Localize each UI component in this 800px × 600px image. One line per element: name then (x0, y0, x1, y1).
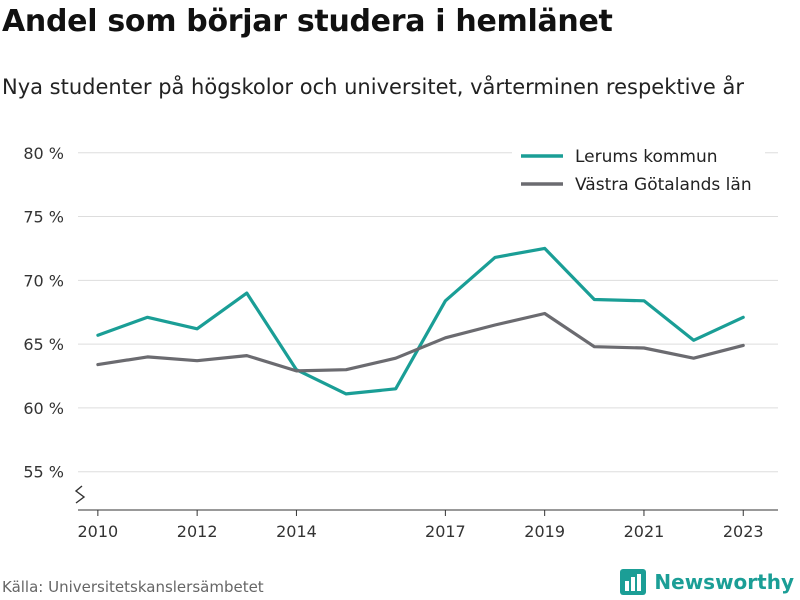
axis-break-mark (74, 485, 86, 504)
legend-label: Lerums kommun (575, 147, 718, 167)
chart-title: Andel som börjar studera i hemlänet (2, 4, 613, 39)
legend-label: Västra Götalands län (575, 175, 752, 195)
y-tick-label: 55 % (23, 463, 64, 482)
x-tick-label: 2019 (524, 522, 565, 541)
brand-name: Newsworthy (654, 570, 794, 594)
brand-logo: Newsworthy (620, 569, 794, 595)
x-tick-label: 2012 (177, 522, 218, 541)
y-tick-label: 80 % (23, 144, 64, 163)
x-tick-label: 2010 (77, 522, 118, 541)
x-tick-label: 2014 (276, 522, 317, 541)
y-tick-label: 60 % (23, 399, 64, 418)
source-note: Källa: Universitetskanslersämbetet (2, 578, 264, 596)
legend-box (512, 143, 765, 199)
y-tick-label: 75 % (23, 208, 64, 227)
gridlines (78, 152, 778, 473)
y-tick-label: 65 % (23, 335, 64, 354)
chart-subtitle: Nya studenter på högskolor och universit… (2, 75, 744, 99)
x-tick-label: 2021 (624, 522, 665, 541)
series-line-lerum (96, 246, 745, 396)
x-tick-label: 2017 (425, 522, 466, 541)
axes: 55 % 60 % 65 % 70 % 75 % 80 % 2010 2012 2014 2017… (23, 144, 778, 541)
series-line-vastra-gotaland (96, 311, 745, 373)
series-lines (96, 246, 745, 396)
x-tick-label: 2023 (723, 522, 764, 541)
legend: Lerums kommun Västra Götalands län (512, 143, 765, 199)
bar-chart-logo-icon (620, 569, 647, 595)
y-tick-label: 70 % (23, 271, 64, 290)
